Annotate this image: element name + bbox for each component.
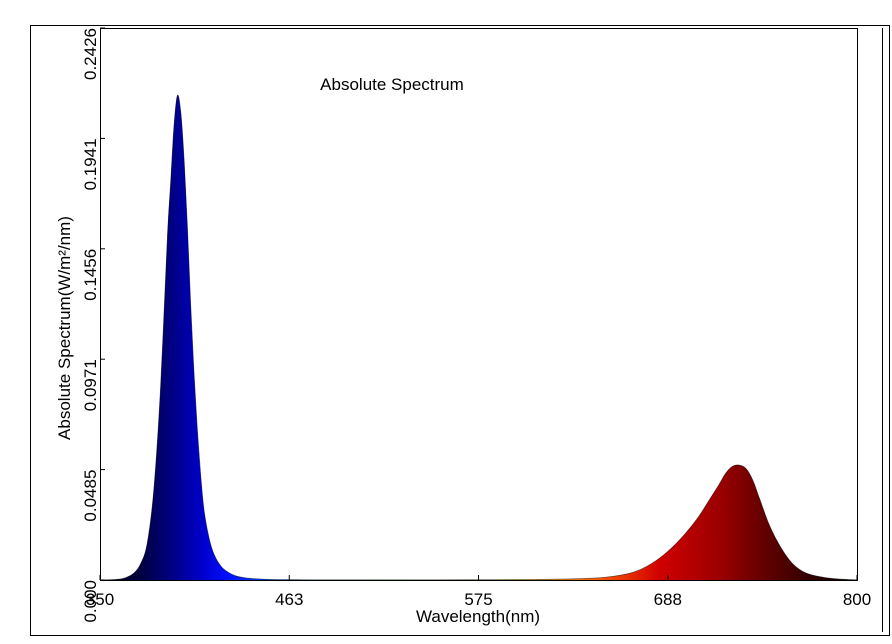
x-tick-label: 800 [843,590,871,609]
y-axis-ticks: 0.000 0.0485 0.0971 0.1456 0.1941 0.2426 [81,27,105,623]
plot-area [99,28,858,581]
x-axis-title: Wavelength(nm) [416,607,540,626]
x-tick-label: 350 [86,590,114,609]
y-tick-label: 0.000 [81,580,100,623]
y-tick-label: 0.2426 [81,28,100,80]
plot-border [100,28,858,581]
y-tick-label: 0.1456 [81,249,100,301]
spectrum-line [99,94,858,581]
y-axis-title: Absolute Spectrum(W/m²/nm) [55,216,74,440]
y-tick-label: 0.0971 [81,359,100,411]
outer-border [30,25,890,636]
chart-title: Absolute Spectrum [320,75,464,94]
x-tick-label: 688 [654,590,682,609]
y-tick-label: 0.0485 [81,470,100,522]
spectrum-area [100,94,857,581]
x-tick-label: 463 [275,590,303,609]
y-tick-label: 0.1941 [81,138,100,190]
x-axis-ticks: 350 463 575 688 800 [86,575,871,609]
x-tick-label: 575 [464,590,492,609]
